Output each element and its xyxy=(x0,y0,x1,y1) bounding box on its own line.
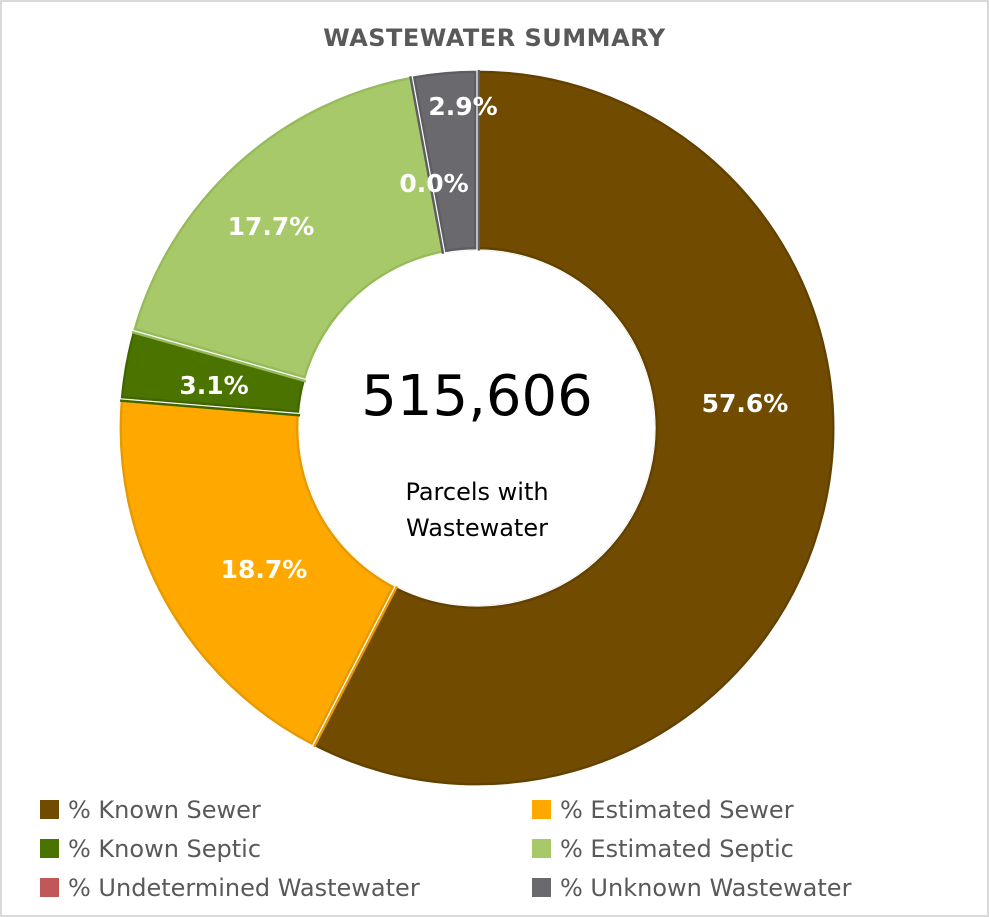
slice-separator xyxy=(131,75,446,381)
slice-data-label: 3.1% xyxy=(179,371,248,400)
donut-slices xyxy=(113,64,841,792)
donut-labels: 57.6% 18.7% 3.1% 17.7% 0.0% 2.9% xyxy=(179,92,788,584)
legend-label: % Unknown Wastewater xyxy=(560,873,852,902)
legend-item-undetermined-wastewater[interactable]: % Undetermined Wastewater xyxy=(40,870,532,905)
slice-separator xyxy=(311,69,836,787)
legend-swatch-icon xyxy=(40,839,59,858)
legend-label: % Known Septic xyxy=(68,834,262,863)
legend-label: % Undetermined Wastewater xyxy=(68,873,420,902)
slice-data-label: 0.0% xyxy=(399,169,468,198)
slice-separator xyxy=(118,398,397,747)
legend-label: % Known Sewer xyxy=(68,795,261,824)
slice-data-label: 57.6% xyxy=(702,389,789,418)
slice-separator xyxy=(411,69,478,254)
center-caption-line-2: Wastewater xyxy=(406,514,548,542)
legend-swatch-icon xyxy=(40,878,59,897)
legend-label: % Estimated Septic xyxy=(560,834,794,863)
legend-item-unknown-wastewater[interactable]: % Unknown Wastewater xyxy=(532,870,952,905)
chart-title: WASTEWATER SUMMARY xyxy=(323,24,666,52)
legend-item-known-septic[interactable]: % Known Septic xyxy=(40,831,532,866)
donut-hole xyxy=(299,250,655,606)
legend-item-known-sewer[interactable]: % Known Sewer xyxy=(40,792,532,827)
legend-swatch-icon xyxy=(40,800,59,819)
center-caption: Parcels with Wastewater xyxy=(299,474,655,546)
legend-swatch-icon xyxy=(532,800,551,819)
donut-outer-edge xyxy=(113,64,841,792)
slice-data-label: 18.7% xyxy=(221,555,308,584)
legend-item-estimated-sewer[interactable]: % Estimated Sewer xyxy=(532,792,952,827)
slice-data-label: 17.7% xyxy=(228,212,315,241)
center-caption-line-1: Parcels with xyxy=(405,478,549,506)
chart-legend: % Known Sewer % Estimated Sewer % Known … xyxy=(40,792,970,905)
legend-item-estimated-septic[interactable]: % Estimated Septic xyxy=(532,831,952,866)
legend-swatch-icon xyxy=(532,839,551,858)
slice-data-label: 2.9% xyxy=(428,92,497,121)
center-total-value: 515,606 xyxy=(361,364,593,429)
legend-label: % Estimated Sewer xyxy=(560,795,794,824)
legend-swatch-icon xyxy=(532,878,551,897)
